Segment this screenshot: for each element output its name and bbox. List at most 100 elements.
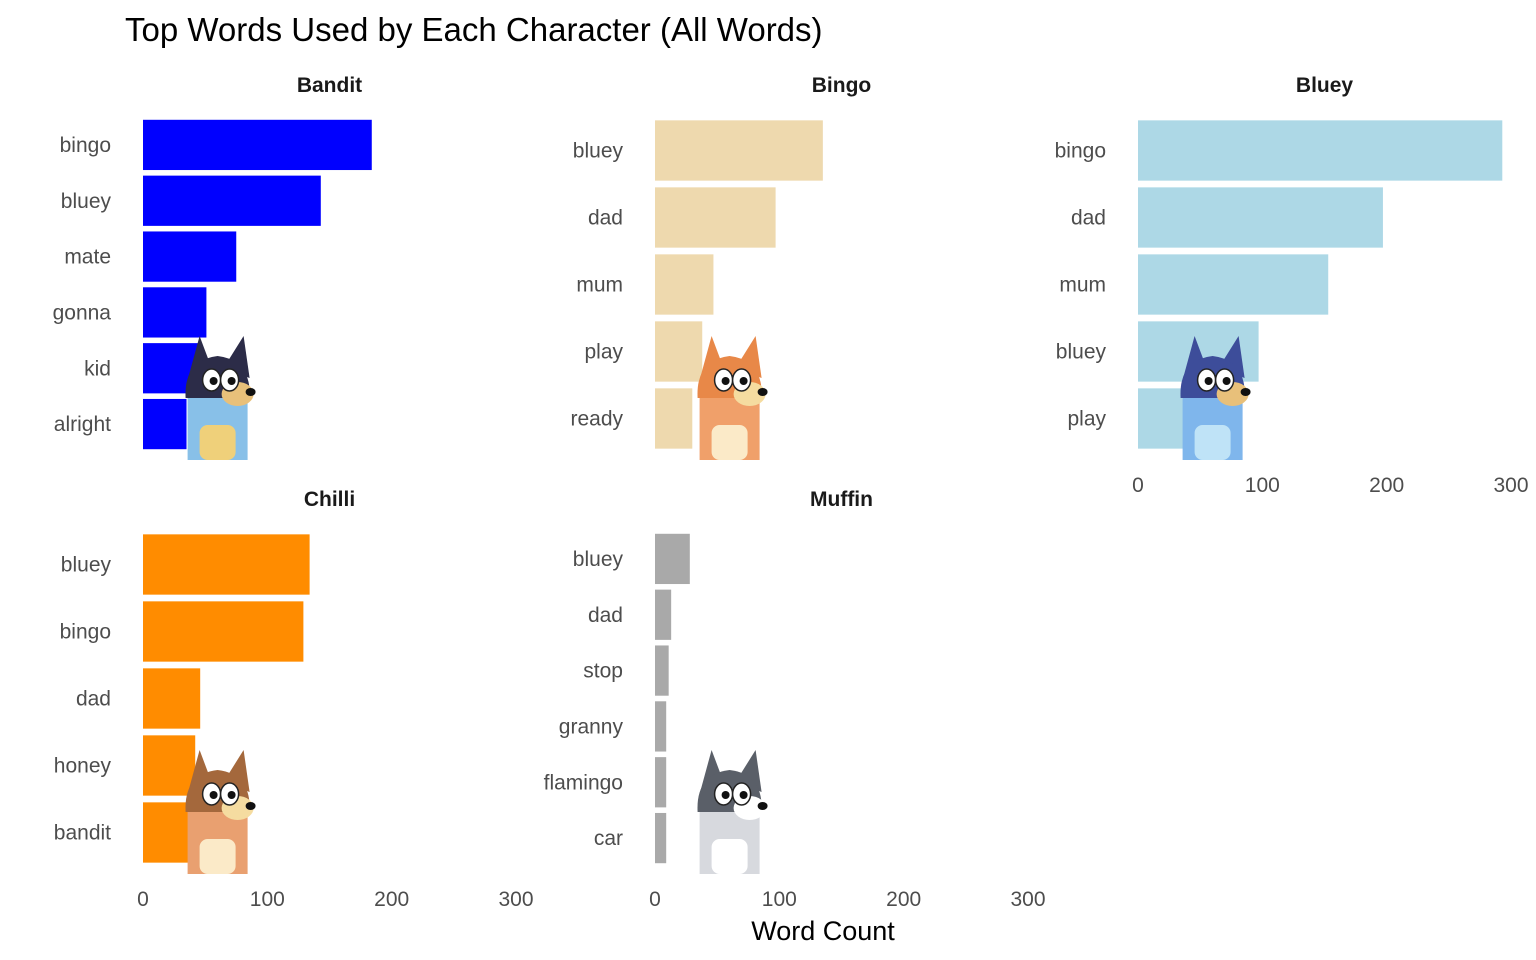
dog-pupil-shape bbox=[739, 791, 748, 799]
facet-panel-bluey: Bluey bingo dad mum bluey play 0 100 200 300 bbox=[1055, 74, 1529, 497]
y-tick-label: bluey bbox=[573, 140, 624, 163]
bar bbox=[655, 254, 714, 315]
x-tick-label: 200 bbox=[374, 888, 409, 911]
bingo-dog-icon bbox=[697, 336, 768, 460]
bar bbox=[143, 398, 187, 450]
x-tick-label: 0 bbox=[649, 888, 661, 911]
dog-nose-shape bbox=[757, 388, 768, 396]
bar bbox=[143, 735, 196, 796]
bar bbox=[143, 601, 304, 662]
y-tick-label: alright bbox=[54, 413, 111, 436]
y-tick-label: play bbox=[1067, 408, 1106, 431]
dog-pupil-shape bbox=[721, 377, 730, 385]
dog-pupil-shape bbox=[1222, 377, 1231, 385]
y-tick-label: gonna bbox=[53, 301, 112, 324]
bandit-dog-icon bbox=[185, 336, 256, 460]
y-tick-label: bingo bbox=[60, 621, 111, 644]
facet-strip-label: Bandit bbox=[297, 74, 362, 97]
facet-strip-label: Chilli bbox=[304, 488, 355, 511]
y-tick-label: dad bbox=[588, 207, 623, 230]
dog-pupil-shape bbox=[227, 791, 236, 799]
facet-panel-muffin: Muffin bluey dad stop granny flamingo car 0 100 2… bbox=[544, 488, 1046, 911]
bar bbox=[143, 668, 201, 729]
y-tick-label: granny bbox=[559, 715, 624, 738]
bar bbox=[655, 187, 776, 248]
x-tick-label: 0 bbox=[137, 888, 149, 911]
x-tick-label: 100 bbox=[1245, 474, 1280, 497]
facet-strip-label: Muffin bbox=[810, 488, 873, 511]
y-tick-label: mum bbox=[1059, 274, 1106, 297]
bar bbox=[655, 701, 667, 752]
y-tick-label: bluey bbox=[573, 548, 624, 571]
x-tick-label: 100 bbox=[250, 888, 285, 911]
bar bbox=[655, 812, 667, 864]
y-tick-label: dad bbox=[1071, 207, 1106, 230]
dog-belly-shape bbox=[199, 839, 236, 874]
bar bbox=[143, 119, 372, 171]
dog-pupil-shape bbox=[209, 377, 218, 385]
dog-nose-shape bbox=[1240, 388, 1251, 396]
y-tick-label: mum bbox=[576, 274, 623, 297]
bar bbox=[1138, 187, 1383, 248]
dog-belly-shape bbox=[1194, 425, 1231, 460]
x-tick-label: 100 bbox=[762, 888, 797, 911]
y-tick-label: kid bbox=[84, 357, 111, 380]
dog-nose-shape bbox=[245, 802, 256, 810]
dog-pupil-shape bbox=[227, 377, 236, 385]
facet-panel-bingo: Bingo bluey dad mum play ready bbox=[570, 74, 871, 460]
y-tick-label: honey bbox=[54, 755, 112, 778]
facet-strip-label: Bingo bbox=[812, 74, 871, 97]
bluey-dog-icon bbox=[1180, 336, 1251, 460]
x-tick-label: 300 bbox=[1010, 888, 1045, 911]
y-tick-label: bluey bbox=[1056, 341, 1107, 364]
x-tick-label: 300 bbox=[498, 888, 533, 911]
dog-belly-shape bbox=[711, 839, 748, 874]
chart-title: Top Words Used by Each Character (All Wo… bbox=[125, 11, 823, 48]
bar bbox=[143, 287, 207, 338]
x-tick-label: 0 bbox=[1132, 474, 1144, 497]
bar bbox=[655, 321, 703, 382]
dog-pupil-shape bbox=[721, 791, 730, 799]
facet-panel-bandit: Bandit bingo bluey mate gonna kid alright bbox=[53, 74, 372, 460]
dog-pupil-shape bbox=[739, 377, 748, 385]
dog-nose-shape bbox=[757, 802, 768, 810]
bar bbox=[1138, 254, 1329, 315]
y-tick-label: car bbox=[594, 827, 623, 850]
x-axis-label: Word Count bbox=[751, 916, 895, 946]
y-tick-label: dad bbox=[76, 688, 111, 711]
bar bbox=[655, 388, 693, 449]
y-tick-label: bandit bbox=[54, 822, 111, 845]
bar bbox=[655, 757, 667, 808]
facet-panel-chilli: Chilli bluey bingo dad honey bandit 0 100 200 300 bbox=[54, 488, 534, 911]
dog-nose-shape bbox=[245, 388, 256, 396]
bar bbox=[655, 589, 672, 640]
y-tick-label: dad bbox=[588, 604, 623, 627]
y-tick-label: stop bbox=[583, 660, 623, 683]
y-tick-label: mate bbox=[64, 246, 111, 269]
bar bbox=[143, 175, 321, 226]
muffin-dog-icon bbox=[697, 750, 768, 874]
dog-belly-shape bbox=[711, 425, 748, 460]
x-tick-label: 200 bbox=[886, 888, 921, 911]
chilli-dog-icon bbox=[185, 750, 256, 874]
dog-pupil-shape bbox=[209, 791, 218, 799]
y-tick-label: bingo bbox=[60, 134, 111, 157]
bar bbox=[655, 120, 823, 181]
bar bbox=[143, 231, 237, 282]
bar bbox=[143, 802, 194, 863]
y-tick-label: ready bbox=[570, 408, 623, 431]
bar bbox=[1138, 120, 1503, 181]
bar bbox=[143, 534, 310, 595]
y-tick-label: bluey bbox=[61, 554, 112, 577]
bar bbox=[655, 645, 669, 696]
y-tick-label: bluey bbox=[61, 190, 112, 213]
x-tick-label: 200 bbox=[1369, 474, 1404, 497]
dog-belly-shape bbox=[199, 425, 236, 460]
facet-strip-label: Bluey bbox=[1296, 74, 1354, 97]
y-tick-label: flamingo bbox=[544, 771, 623, 794]
y-tick-label: play bbox=[584, 341, 623, 364]
x-tick-label: 300 bbox=[1493, 474, 1528, 497]
y-tick-label: bingo bbox=[1055, 140, 1106, 163]
bar bbox=[655, 533, 690, 585]
